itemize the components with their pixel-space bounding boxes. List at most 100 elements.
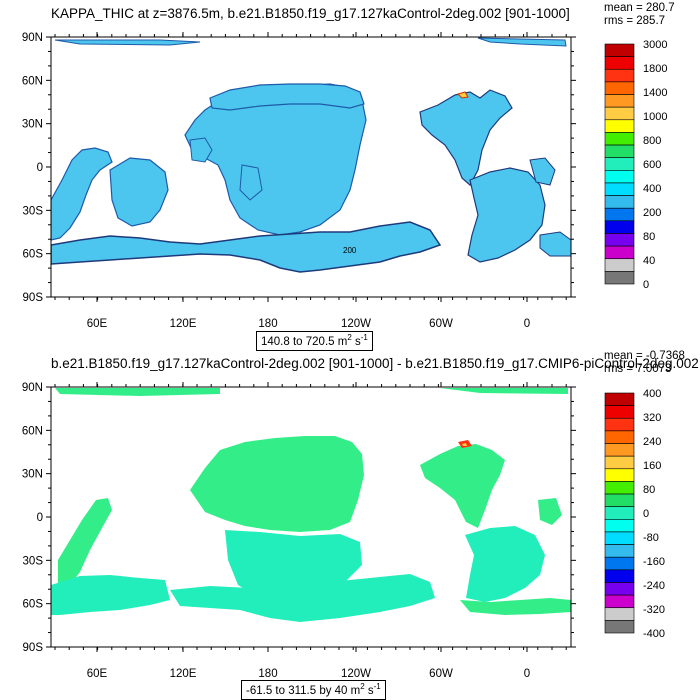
arctic-strip-west xyxy=(54,39,201,46)
colorbar-label: 1400 xyxy=(643,87,667,99)
arctic-strip-east xyxy=(477,37,567,47)
y-tick-label: 90N xyxy=(22,32,43,44)
y-tick-label: 90S xyxy=(23,642,44,654)
greenland-hotspot-yellow xyxy=(462,443,467,446)
colorbar-swatch xyxy=(604,493,635,507)
x-tick-label: 120W xyxy=(341,318,371,330)
colorbar-label: 40 xyxy=(643,255,655,267)
atlantic-green xyxy=(420,444,505,528)
colorbar-label: -160 xyxy=(643,556,665,568)
colorbar-label: 400 xyxy=(643,388,661,400)
range-label: 140.8 to 720.5 m xyxy=(261,335,348,348)
north-pacific xyxy=(209,83,365,111)
south-atlantic-cyan xyxy=(465,526,545,602)
colorbar-label: 1000 xyxy=(643,111,667,123)
difference-field xyxy=(51,388,571,622)
colorbar-swatch xyxy=(604,430,635,444)
colorbar-swatch xyxy=(604,81,635,95)
range-label: -61.5 to 311.5 by 40 m xyxy=(246,684,361,697)
colorbar-swatch xyxy=(604,182,635,196)
south-atlantic xyxy=(467,167,546,263)
colorbar-swatch xyxy=(604,531,635,545)
x-tick-label: 120W xyxy=(341,668,371,680)
southern-band-cyan xyxy=(170,574,435,622)
colorbar-swatch xyxy=(604,455,635,470)
y-tick-label: 60S xyxy=(23,249,44,261)
colorbar-swatch xyxy=(604,519,635,533)
y-tick-label: 60S xyxy=(23,599,44,611)
x-tick-label: 180 xyxy=(258,318,277,330)
colorbar-swatch xyxy=(604,481,635,495)
y-tick-label: 0 xyxy=(37,162,43,174)
colorbar-label: 320 xyxy=(643,412,661,424)
colorbar-swatch xyxy=(604,620,635,634)
colorbar-label: 400 xyxy=(643,183,661,195)
arctic-strip-east xyxy=(440,388,568,394)
colorbar-swatch xyxy=(604,245,635,260)
x-tick-label: 180 xyxy=(258,668,277,680)
y-tick-label: 30S xyxy=(23,555,44,567)
arctic-strip xyxy=(55,388,220,396)
contour-label: 200 xyxy=(343,246,357,255)
greenland-hotspot xyxy=(457,91,469,99)
colorbar-swatch xyxy=(604,94,635,108)
y-axis: 90N 60N 30N 0 30S 60S 90S xyxy=(22,32,576,304)
east-patch xyxy=(538,498,562,525)
colorbar-swatch xyxy=(604,544,635,558)
x-tick-label: 0 xyxy=(524,668,530,680)
range-unit-mid: s xyxy=(351,335,361,348)
x-tick-label: 120E xyxy=(170,668,197,680)
colorbar-swatch xyxy=(604,443,635,457)
range-unit-sup2: -1 xyxy=(360,333,368,342)
colorbar-label: 80 xyxy=(643,484,655,496)
chart-title: b.e21.B1850.f19_g17.127kaControl-2deg.00… xyxy=(51,356,700,371)
indian-ocean-east xyxy=(109,157,169,227)
north-atlantic xyxy=(419,89,513,186)
y-tick-label: 90S xyxy=(23,292,44,304)
stats-block: mean = -0.7368 rms = 7.0073 xyxy=(604,350,685,376)
y-tick-label: 60N xyxy=(22,75,43,87)
y-tick-label: 30S xyxy=(23,205,44,217)
x-tick-label: 60W xyxy=(429,318,453,330)
colorbar-swatch xyxy=(604,132,635,146)
indian-ocean xyxy=(58,498,112,590)
colorbar-swatch xyxy=(604,220,635,234)
x-tick-label: 60W xyxy=(429,668,453,680)
mean-label: mean = 280.7 xyxy=(604,2,675,14)
colorbar-swatch xyxy=(604,195,635,209)
colorbar-label: 0 xyxy=(643,279,649,291)
colorbar-swatch xyxy=(604,594,635,609)
mean-label: mean = -0.7368 xyxy=(604,350,685,362)
pacific-patch-1 xyxy=(189,137,213,163)
panel-kappa-thic: KAPPA_THIC at z=3876.5m, b.e21.B1850.f19… xyxy=(22,2,675,351)
colorbar-swatch xyxy=(604,207,635,222)
map-plot: 90N 60N 30N 0 30S 60S 90S 60E 120E 180 120W 60W 0 4… xyxy=(22,382,665,680)
atlantic-east-patch xyxy=(529,157,556,186)
colorbar-swatch xyxy=(604,556,635,571)
y-tick-label: 0 xyxy=(37,512,43,524)
range-unit-sup2: -1 xyxy=(373,682,381,691)
colorbar-swatch xyxy=(604,392,635,406)
x-tick-label: 60E xyxy=(87,668,108,680)
y-tick-label: 30N xyxy=(22,119,43,131)
atlantic-south-patch xyxy=(539,231,571,257)
colorbar-label: -320 xyxy=(643,604,665,616)
indian-ocean xyxy=(51,147,113,241)
colorbar-swatch xyxy=(604,405,635,419)
pacific-green xyxy=(190,436,364,532)
colorbar-swatch xyxy=(604,258,635,272)
colorbar-label: 800 xyxy=(643,135,661,147)
y-tick-label: 30N xyxy=(22,469,43,481)
ocean-field xyxy=(51,37,571,273)
range-unit-sup1: 2 xyxy=(360,682,365,691)
colorbar-label: 0 xyxy=(643,508,649,520)
range-label-box: -61.5 to 311.5 by 40 m2 s-1 xyxy=(241,680,386,700)
panel-difference: b.e21.B1850.f19_g17.127kaControl-2deg.00… xyxy=(0,350,700,700)
colorbar-swatch xyxy=(604,106,635,121)
indian-ocean-cyan xyxy=(51,575,170,615)
range-unit-sup1: 2 xyxy=(347,333,352,342)
x-tick-label: 0 xyxy=(524,318,530,330)
colorbar-label: -400 xyxy=(643,628,665,640)
colorbar-label: 80 xyxy=(643,231,655,243)
